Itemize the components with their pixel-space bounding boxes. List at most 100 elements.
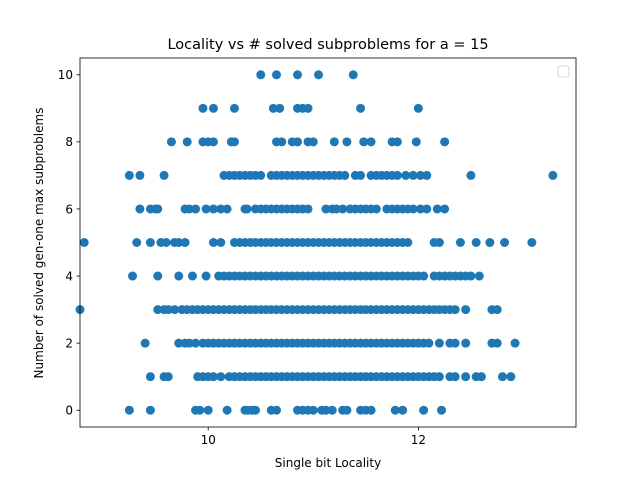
scatter-point (268, 103, 278, 113)
scatter-point (153, 305, 163, 315)
scatter-point (527, 238, 537, 247)
scatter-point (492, 305, 502, 315)
scatter-point (182, 137, 192, 147)
scatter-point (128, 271, 138, 281)
scatter-point (434, 338, 444, 348)
scatter-point (424, 338, 434, 348)
scatter-point (356, 103, 366, 113)
y-tick-label: 4 (65, 269, 73, 283)
scatter-point (140, 338, 150, 348)
scatter-point (145, 372, 155, 382)
scatter-point (408, 204, 418, 214)
scatter-point (398, 405, 408, 415)
scatter-point (153, 204, 163, 214)
scatter-point (195, 405, 205, 415)
scatter-point (132, 238, 142, 247)
scatter-point (450, 338, 460, 348)
scatter-point (242, 204, 252, 214)
scatter-point (187, 271, 197, 281)
scatter-point (135, 204, 145, 214)
scatter-point (338, 204, 348, 214)
scatter-point (174, 238, 184, 247)
scatter-point (432, 204, 442, 214)
scatter-point (201, 204, 211, 214)
scatter-point (208, 103, 218, 113)
scatter-point (392, 137, 402, 147)
scatter-point (476, 372, 486, 382)
y-tick-label: 6 (65, 202, 73, 216)
scatter-point (79, 238, 89, 247)
scatter-point (208, 372, 218, 382)
scatter-point (359, 137, 369, 147)
scatter-point (229, 103, 239, 113)
scatter-point (314, 70, 324, 80)
y-tick-label: 2 (65, 336, 73, 350)
scatter-point (308, 137, 318, 147)
plot-area-frame (79, 57, 577, 428)
points-layer (75, 70, 558, 415)
scatter-point (222, 204, 232, 214)
chart-title: Locality vs # solved subproblems for a =… (167, 37, 488, 53)
scatter-point (455, 238, 465, 247)
scatter-point (450, 372, 460, 382)
scatter-point (506, 372, 516, 382)
scatter-point (222, 405, 232, 415)
scatter-point (201, 271, 211, 281)
y-tick-label: 0 (65, 404, 73, 418)
x-tick-label: 10 (201, 433, 216, 447)
scatter-point (250, 405, 260, 415)
scatter-point (256, 170, 266, 180)
scatter-point (216, 372, 226, 382)
scatter-point (340, 170, 350, 180)
scatter-point (327, 405, 337, 415)
scatter-point (321, 204, 331, 214)
scatter-point (174, 338, 184, 348)
scatter-point (497, 372, 507, 382)
scatter-point (466, 170, 476, 180)
scatter-point (466, 271, 476, 281)
scatter-point (159, 170, 169, 180)
y-axis-label: Number of solved gen-one max subproblems (32, 108, 46, 379)
ticks-layer: 10 12 0 2 4 6 8 10 (58, 68, 426, 447)
scatter-point (440, 137, 450, 147)
scatter-point (461, 338, 471, 348)
scatter-point (434, 238, 444, 247)
scatter-point (474, 271, 484, 281)
scatter-point (401, 170, 411, 180)
scatter-point (303, 204, 313, 214)
legend-box (557, 65, 570, 78)
scatter-point (419, 405, 429, 415)
scatter-point (216, 204, 226, 214)
scatter-point (413, 103, 423, 113)
scatter-point (434, 372, 444, 382)
scatter-point (331, 204, 341, 214)
scatter-point (461, 305, 471, 315)
scatter-point (485, 238, 495, 247)
scatter-point (436, 405, 446, 415)
scatter-point (161, 238, 171, 247)
scatter-point (321, 405, 331, 415)
scatter-point (450, 305, 460, 315)
scatter-point (208, 238, 218, 247)
scatter-point (403, 238, 413, 247)
scatter-point (293, 70, 303, 80)
scatter-point (145, 238, 155, 247)
scatter-point (329, 137, 339, 147)
scatter-point (411, 137, 421, 147)
scatter-point (461, 372, 471, 382)
y-tick-label: 8 (65, 135, 73, 149)
scatter-point (208, 204, 218, 214)
scatter-point (124, 405, 134, 415)
scatter-point (124, 170, 134, 180)
scatter-point (366, 137, 376, 147)
scatter-point (191, 204, 201, 214)
scatter-point (500, 238, 510, 247)
scatter-point (356, 170, 366, 180)
scatter-point (415, 204, 425, 214)
scatter-point (342, 405, 352, 415)
scatter-point (184, 338, 194, 348)
scatter-point (208, 137, 218, 147)
scatter-point (293, 137, 303, 147)
scatter-point (135, 170, 145, 180)
